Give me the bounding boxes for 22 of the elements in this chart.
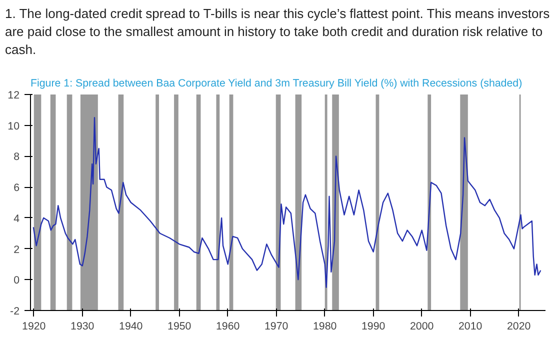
y-tick-label: 6 xyxy=(14,182,20,194)
x-tick-label: 1970 xyxy=(264,320,288,332)
y-tick-label: -2 xyxy=(10,306,20,318)
x-tick-label: 1990 xyxy=(361,320,386,332)
chart-subtitle: Figure 1: Spread between Baa Corporate Yield and 3m Treasury Bill Yield (%) with Recessions (shaded) xyxy=(30,78,522,90)
x-tick-label: 1940 xyxy=(119,320,143,332)
x-tick-label: 1930 xyxy=(70,320,94,332)
y-tick-label: 4 xyxy=(14,212,20,225)
y-tick-label: 12 xyxy=(8,90,20,102)
y-tick-label: 8 xyxy=(14,151,20,164)
x-tick-label: 2020 xyxy=(506,320,531,332)
chart-title: 1. The long-dated credit spread to T-bills is near this cycle’s flattest point. This means investors are paid close to the smallest amount in history to take both credit and duration risk relative to cash. xyxy=(5,5,551,60)
x-tick-label: 1920 xyxy=(22,320,46,332)
x-tick-label: 2000 xyxy=(410,320,434,332)
x-tick-label: 2010 xyxy=(458,320,482,332)
y-tick-label: 10 xyxy=(8,120,20,132)
y-tick-label: 0 xyxy=(14,274,20,287)
y-tick-label: 2 xyxy=(14,244,20,256)
x-tick-label: 1950 xyxy=(168,320,192,332)
x-tick-label: 1980 xyxy=(313,320,337,332)
line-series xyxy=(32,117,542,288)
x-tick-label: 1960 xyxy=(216,320,240,332)
